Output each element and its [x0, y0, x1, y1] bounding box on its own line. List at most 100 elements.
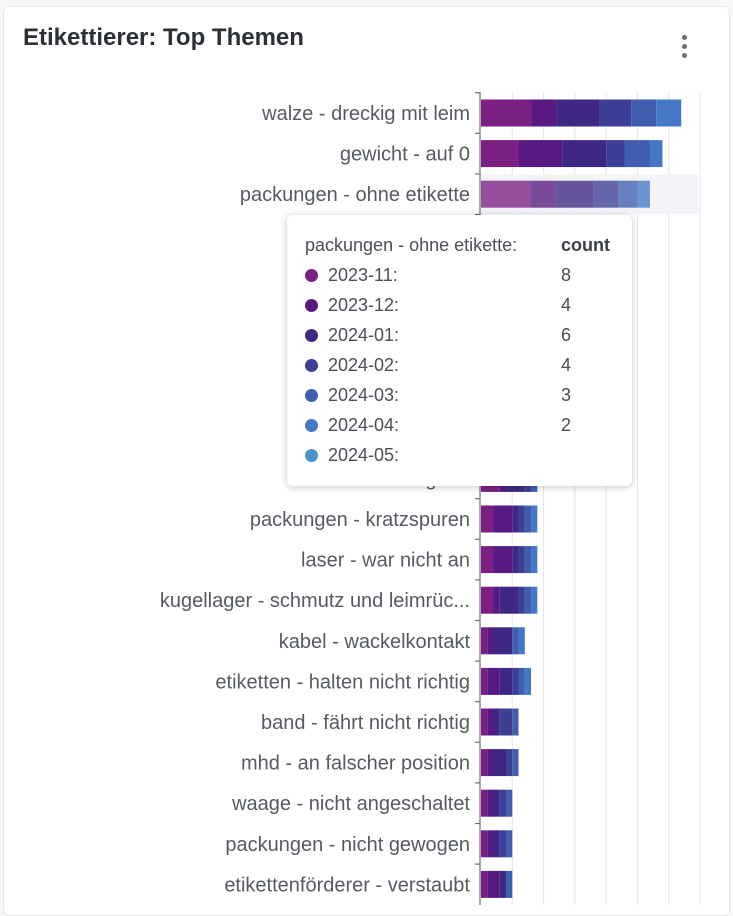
series-dot-icon: [305, 419, 318, 432]
bar-segment: [487, 708, 494, 736]
bar-segment: [512, 708, 519, 736]
bar-segment: [656, 99, 682, 127]
card-title: Etikettierer: Top Themen: [23, 24, 304, 51]
bar-segment: [637, 180, 650, 208]
bar-segment: [481, 140, 519, 168]
tooltip-row-value: 3: [561, 385, 572, 405]
bar-segment: [624, 140, 650, 168]
tooltip-row: 2024-04: 2: [305, 415, 615, 439]
bar-segment: [531, 546, 538, 574]
tooltip-row: 2024-02: 4: [305, 355, 615, 379]
category-label: waage - nicht angeschaltet: [231, 793, 470, 815]
bar-segment: [518, 546, 525, 574]
bar-segment: [512, 667, 519, 695]
bar-segment: [512, 749, 519, 777]
tooltip-header: packungen - ohne etikette:: [305, 235, 518, 255]
bar-segment: [531, 180, 557, 208]
tooltip-row-value: 4: [561, 295, 572, 315]
category-label: laser - war nicht an: [301, 550, 470, 572]
bar-segment: [487, 749, 494, 777]
bar-segment: [518, 140, 563, 168]
bar-segment: [531, 505, 538, 533]
series-dot-icon: [305, 329, 318, 342]
bar-segment: [481, 180, 532, 208]
bar-segment: [487, 870, 500, 898]
tooltip-row-value: 6: [561, 325, 572, 345]
bar-segment: [499, 789, 507, 817]
bar-segment: [499, 708, 513, 736]
category-label: packungen - ohne etikette: [240, 184, 470, 206]
tooltip-column-label: count: [561, 235, 610, 255]
category-label: etikettenförderer - verstaubt: [224, 874, 470, 896]
bar-segment: [481, 708, 488, 736]
bar-segment: [618, 180, 638, 208]
bar-segment: [493, 546, 513, 574]
bar-segment: [524, 546, 532, 574]
bar-segment: [512, 505, 519, 533]
bar-segment: [631, 99, 657, 127]
tooltip-row-label: 2024-04:: [328, 415, 400, 435]
bar-segment: [499, 667, 513, 695]
tooltip-row-value: 4: [561, 355, 572, 375]
bar-segment: [531, 99, 557, 127]
bar-segment: [562, 140, 607, 168]
category-label: mhd - an falscher position: [241, 753, 470, 775]
category-label: etiketten - halten nicht richtig: [215, 671, 470, 693]
category-label: packungen - nicht gewogen: [225, 834, 470, 856]
bar-segment: [487, 789, 494, 817]
bar-segment: [524, 505, 532, 533]
bar-segment: [487, 830, 494, 858]
bar-segment: [593, 180, 619, 208]
bar-segment: [512, 627, 519, 655]
bar-segment: [556, 99, 600, 127]
tooltip-row-label: 2024-02:: [328, 355, 400, 375]
bar-segment: [499, 586, 519, 614]
bar-segment: [493, 830, 500, 858]
bar-segment: [481, 546, 494, 574]
bar-segment: [518, 667, 525, 695]
bar-segment: [506, 870, 513, 898]
bar-segment: [518, 586, 525, 614]
tooltip-row: 2023-12: 4: [305, 295, 615, 319]
bar-segment: [481, 749, 488, 777]
bar-segment: [493, 789, 500, 817]
tooltip-row-label: 2024-03:: [328, 385, 400, 405]
bar-segment: [481, 870, 488, 898]
category-label: gewicht - auf 0: [340, 144, 470, 166]
category-label: kabel - wackelkontakt: [279, 631, 471, 653]
bar-segment: [531, 586, 538, 614]
bar-segment: [518, 627, 525, 655]
bar-segment: [487, 627, 494, 655]
series-dot-icon: [305, 299, 318, 312]
bar-segment: [481, 505, 494, 533]
category-label: kugellager - schmutz und leimrüc...: [160, 590, 470, 612]
bar-segment: [524, 586, 532, 614]
bar-segment: [506, 830, 513, 858]
bar-segment: [493, 749, 507, 777]
bar-segment: [499, 870, 507, 898]
more-vertical-icon[interactable]: [672, 31, 696, 61]
tooltip-row: 2024-03: 3: [305, 385, 615, 409]
series-dot-icon: [305, 269, 318, 282]
tooltip-row-value: 2: [561, 415, 572, 435]
tooltip-row-label: 2024-05:: [328, 445, 400, 465]
bar-segment: [606, 140, 625, 168]
tooltip-row-label: 2023-12:: [328, 295, 400, 315]
bar-segment: [493, 708, 500, 736]
bar-segment: [481, 99, 532, 127]
bar-segment: [506, 749, 513, 777]
bar-segment: [487, 667, 500, 695]
tooltip-row: 2024-05:: [305, 445, 615, 469]
tooltip-row-value: 8: [561, 265, 572, 285]
bar-segment: [481, 627, 488, 655]
tooltip-row-label: 2023-11:: [328, 265, 398, 285]
tooltip-row: 2023-11: 8: [305, 265, 615, 289]
bar-segment: [481, 667, 488, 695]
bar-segment: [493, 505, 513, 533]
bar-segment: [481, 830, 488, 858]
bar-segment: [599, 99, 632, 127]
bar-segment: [649, 140, 663, 168]
bar-segment: [481, 789, 488, 817]
series-dot-icon: [305, 359, 318, 372]
bar-segment: [493, 586, 500, 614]
